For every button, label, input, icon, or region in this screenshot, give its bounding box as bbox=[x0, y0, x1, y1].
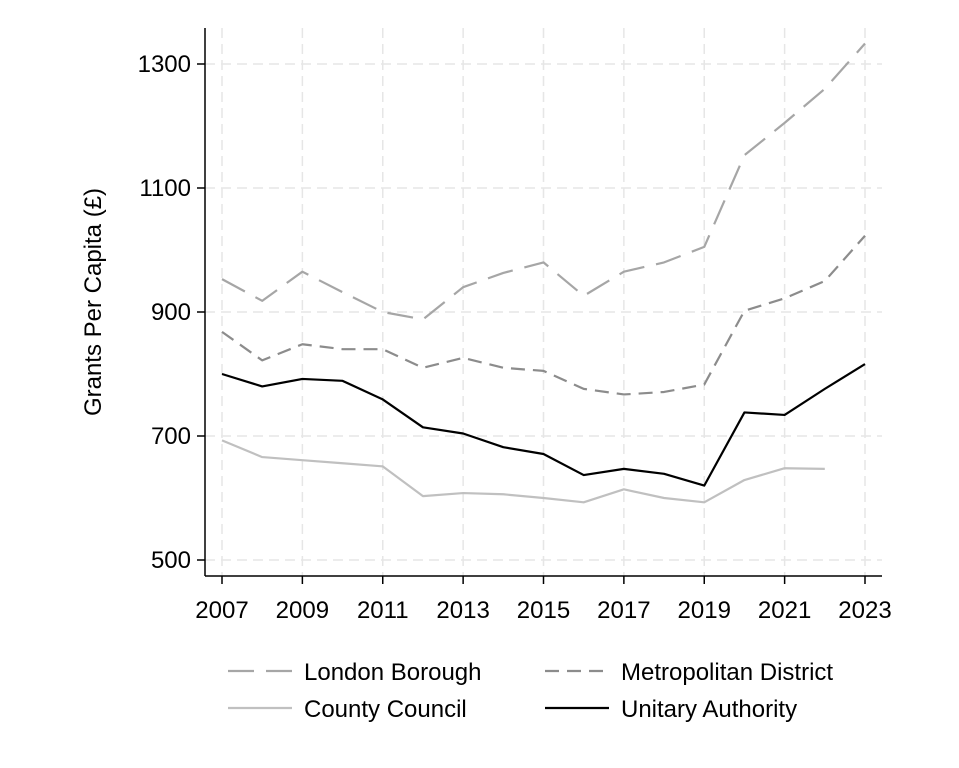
x-ticks: 2007 2009 2011 2013 2015 2017 2019 2021 2023 bbox=[195, 576, 892, 624]
y-tick-label-900: 900 bbox=[151, 299, 191, 326]
series-layer bbox=[221, 42, 866, 504]
y-tick-label-1100: 1100 bbox=[139, 175, 191, 202]
x-tick-label-2009: 2009 bbox=[276, 597, 329, 624]
x-tick-label-2023: 2023 bbox=[838, 597, 891, 624]
legend-label-county-council: County Council bbox=[304, 696, 467, 723]
x-tick-label-2017: 2017 bbox=[597, 597, 650, 624]
x-tick-label-2007: 2007 bbox=[195, 597, 248, 624]
y-tick-label-1300: 1300 bbox=[138, 51, 191, 78]
x-tick-label-2011: 2011 bbox=[357, 597, 409, 624]
series-line-unitary-authority bbox=[221, 363, 866, 487]
y-tick-label-500: 500 bbox=[151, 547, 191, 574]
series-line-metropolitan-district bbox=[221, 235, 866, 396]
y-axis-title: Grants Per Capita (£) bbox=[80, 188, 107, 416]
y-ticks: 500 700 900 1100 1300 bbox=[138, 51, 205, 574]
legend-label-metropolitan-district: Metropolitan District bbox=[621, 659, 833, 686]
legend-label-london-borough: London Borough bbox=[304, 659, 482, 686]
series-line-county-council bbox=[221, 439, 825, 504]
legend: London Borough Metropolitan District Count… bbox=[228, 659, 833, 723]
series-line-london-borough bbox=[221, 42, 866, 321]
x-tick-label-2015: 2015 bbox=[517, 597, 570, 624]
legend-label-unitary-authority: Unitary Authority bbox=[621, 696, 797, 723]
x-tick-label-2013: 2013 bbox=[436, 597, 489, 624]
y-tick-label-700: 700 bbox=[151, 423, 191, 450]
x-tick-label-2021: 2021 bbox=[758, 597, 811, 624]
x-tick-label-2019: 2019 bbox=[678, 597, 731, 624]
